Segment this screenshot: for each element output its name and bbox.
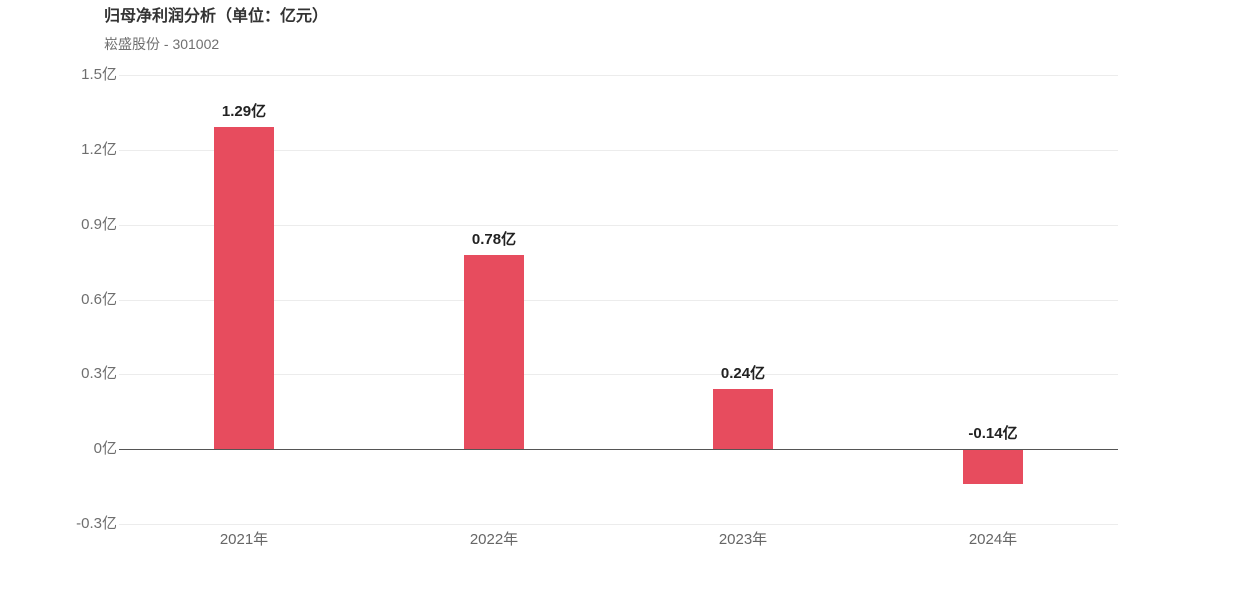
x-axis-zero-line: [119, 449, 1118, 450]
y-axis-tick-label: 0.3亿: [81, 365, 117, 382]
y-gridline: [119, 150, 1118, 151]
bar-value-label: 0.78亿: [471, 231, 517, 248]
y-axis-tick-label: 0.6亿: [81, 291, 117, 308]
bar-value-label: 1.29亿: [221, 103, 267, 120]
y-axis-tick-label: 0.9亿: [81, 216, 117, 233]
x-axis-tick-label: 2021年: [219, 531, 269, 548]
y-axis-tick-label: -0.3亿: [76, 515, 117, 532]
bar-value-label: -0.14亿: [968, 425, 1018, 442]
y-gridline: [119, 225, 1118, 226]
bar-2021年[interactable]: [214, 127, 274, 449]
x-axis-tick-label: 2024年: [968, 531, 1018, 548]
chart-subtitle: 崧盛股份 - 301002: [104, 36, 220, 52]
y-axis-tick-label: 1.5亿: [81, 66, 117, 83]
y-axis-tick-label: 0亿: [93, 440, 117, 457]
y-axis-tick-label: 1.2亿: [81, 141, 117, 158]
bar-2023年[interactable]: [713, 389, 773, 449]
chart-title: 归母净利润分析（单位：亿元）: [104, 8, 329, 25]
bar-value-label: 0.24亿: [720, 365, 766, 382]
x-axis-tick-label: 2023年: [718, 531, 768, 548]
y-gridline: [119, 300, 1118, 301]
bar-2024年[interactable]: [963, 449, 1023, 484]
y-gridline: [119, 75, 1118, 76]
y-gridline: [119, 374, 1118, 375]
chart-header: 归母净利润分析（单位：亿元） 崧盛股份 - 301002: [104, 6, 328, 53]
bar-2022年[interactable]: [464, 255, 524, 450]
x-axis-tick-label: 2022年: [469, 531, 519, 548]
y-gridline: [119, 524, 1118, 525]
